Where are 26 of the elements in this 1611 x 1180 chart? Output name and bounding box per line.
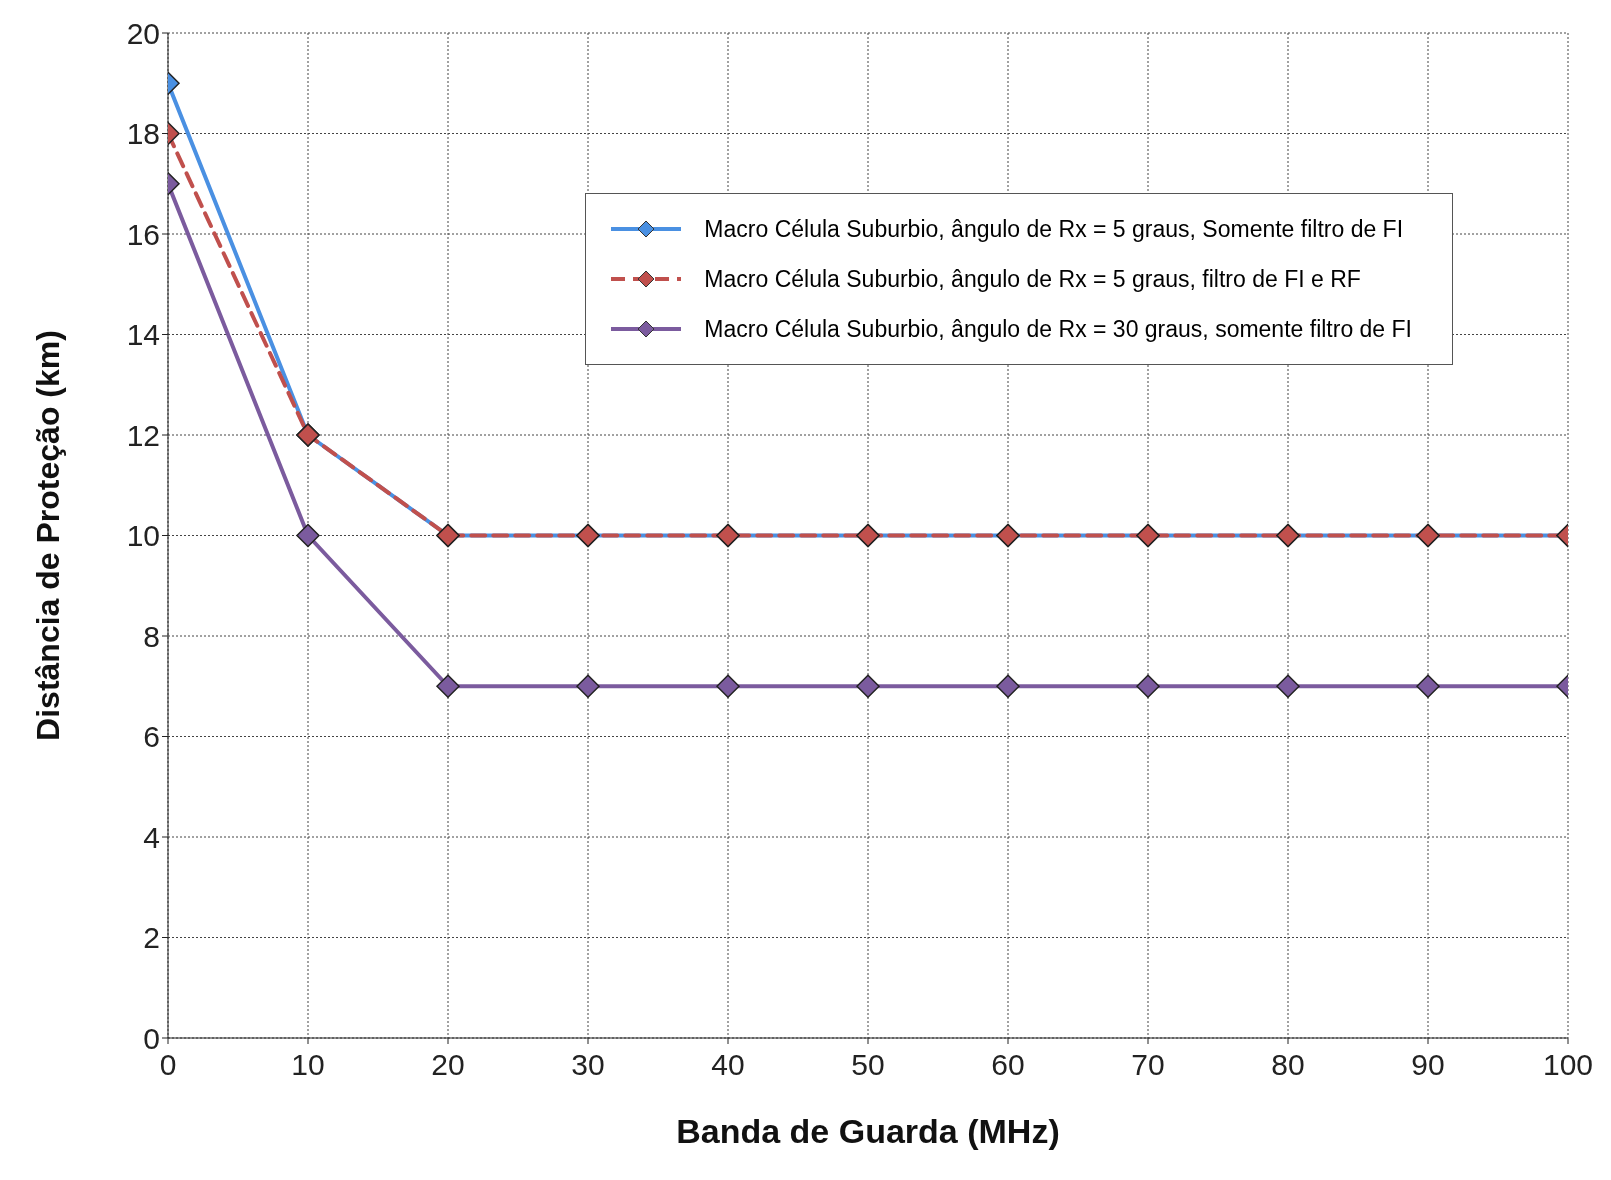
x-tick-label: 80 (1271, 1048, 1305, 1082)
y-tick-label: 0 (143, 1021, 160, 1055)
x-tick-label: 90 (1411, 1048, 1445, 1082)
x-tick-label: 70 (1131, 1048, 1165, 1082)
x-axis-title: Banda de Guarda (MHz) (676, 1112, 1060, 1150)
x-tick-label: 100 (1542, 1048, 1594, 1082)
x-tick-label: 10 (291, 1048, 325, 1082)
y-tick-label: 2 (143, 921, 160, 955)
y-tick-label: 12 (126, 418, 160, 452)
x-tick-label: 50 (851, 1048, 885, 1082)
y-tick-label: 4 (143, 820, 160, 854)
x-tick-label: 60 (991, 1048, 1025, 1082)
x-tick-label: 30 (571, 1048, 605, 1082)
y-tick-label: 20 (126, 16, 160, 50)
legend-label: Macro Célula Suburbio, ângulo de Rx = 5 graus, filtro de FI e RF (704, 265, 1361, 293)
x-tick-label: 20 (431, 1048, 465, 1082)
legend-label: Macro Célula Suburbio, ângulo de Rx = 30 graus, somente filtro de FI (704, 315, 1412, 343)
y-axis-title: Distância de Proteção (km) (30, 330, 67, 741)
y-tick-label: 16 (126, 217, 160, 251)
y-tick-label: 10 (126, 519, 160, 553)
x-tick-label: 40 (711, 1048, 745, 1082)
y-tick-label: 6 (143, 720, 160, 754)
y-tick-label: 8 (143, 619, 160, 653)
legend-label: Macro Célula Suburbio, ângulo de Rx = 5 graus, Somente filtro de FI (704, 215, 1404, 243)
y-tick-label: 18 (126, 117, 160, 151)
y-tick-label: 14 (126, 318, 160, 352)
